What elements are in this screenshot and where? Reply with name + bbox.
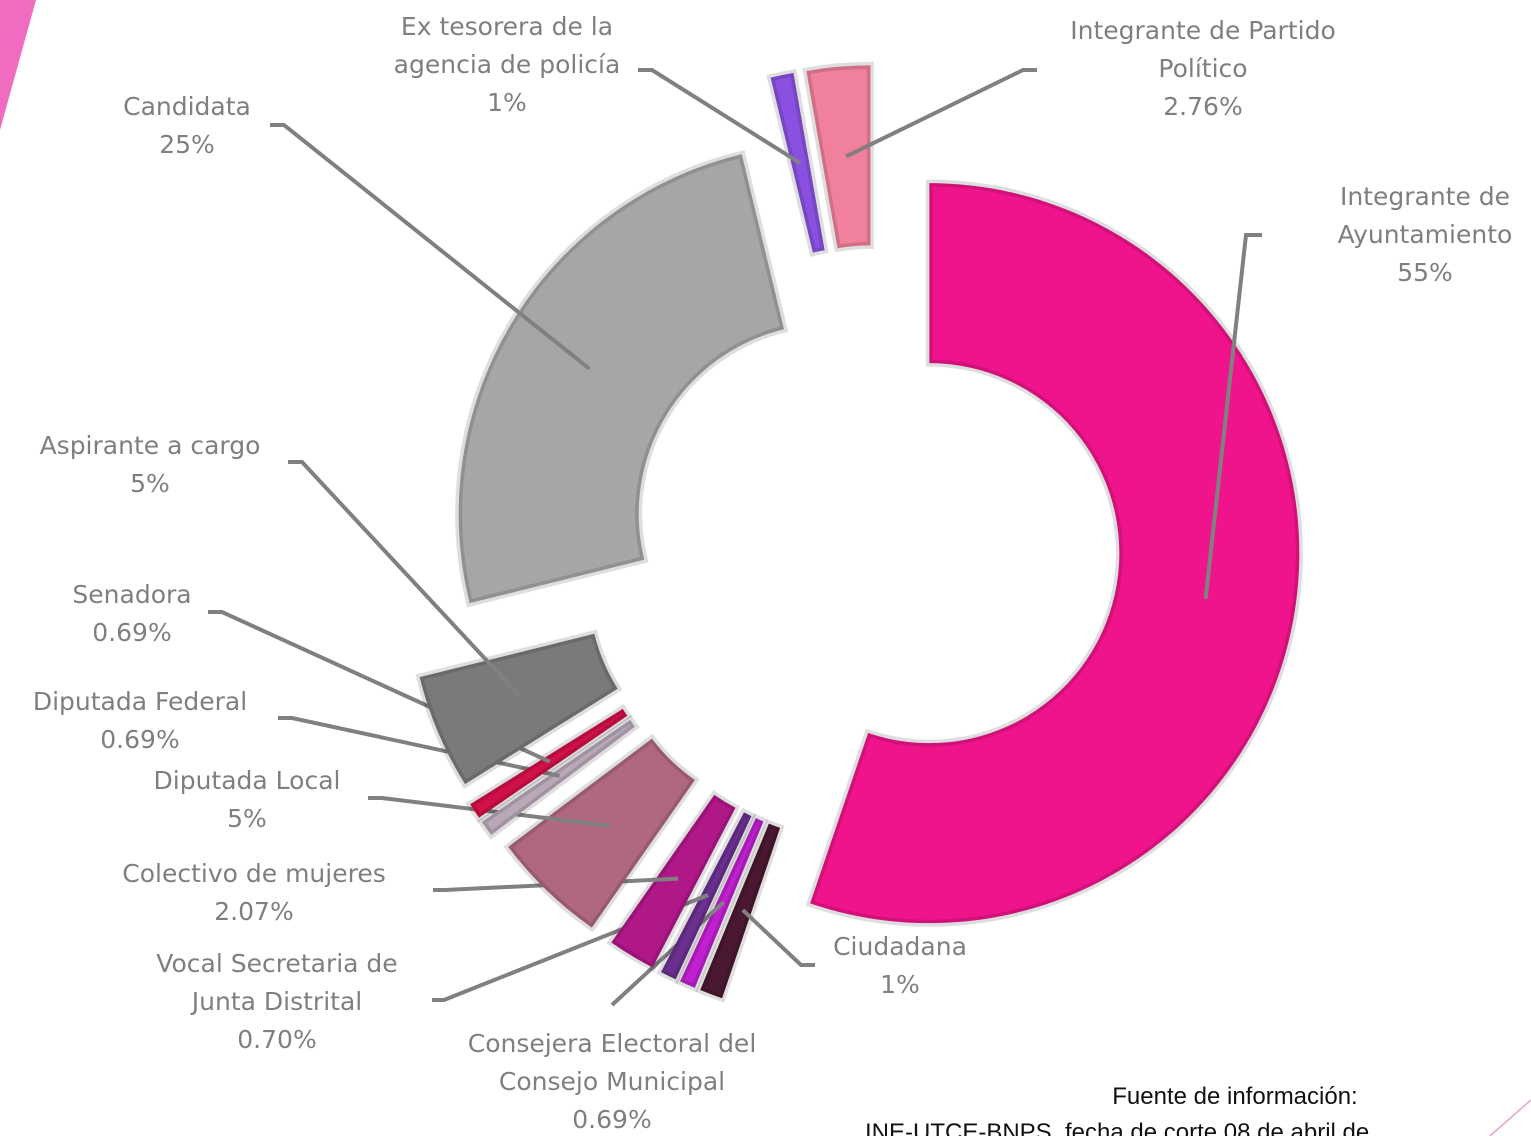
label-line: Junta Distrital xyxy=(190,987,362,1016)
segment-label: Colectivo de mujeres xyxy=(122,859,385,888)
label-line: Candidata xyxy=(123,92,251,121)
value-label: 1% xyxy=(880,970,920,999)
label-line: Integrante de xyxy=(1340,182,1510,211)
leader-line xyxy=(741,908,815,967)
segment-label: Candidata xyxy=(123,92,251,121)
donut-segment xyxy=(802,61,874,253)
label-line: Consejera Electoral del xyxy=(468,1029,757,1058)
source-text: INE-UTCE-BNPS, fecha de corte 08 de abri… xyxy=(865,1119,1369,1136)
value-label: 0.69% xyxy=(572,1105,651,1134)
segment-label: Integrante de Ayuntamiento xyxy=(1338,182,1513,249)
donut-segment xyxy=(503,733,700,933)
corner-decoration xyxy=(1489,1099,1531,1136)
donut-segment xyxy=(805,179,1303,927)
label-line: Ciudadana xyxy=(833,932,967,961)
leader-line xyxy=(270,123,591,371)
segment-label: Aspirante a cargo xyxy=(40,431,261,460)
label-line: agencia de policía xyxy=(394,50,621,79)
label-line: Senadora xyxy=(72,580,191,609)
segment-label: Senadora xyxy=(72,580,191,609)
segment-label: Diputada Federal xyxy=(33,687,247,716)
value-label: 0.69% xyxy=(100,725,179,754)
donut-segment xyxy=(606,790,741,973)
label-line: Colectivo de mujeres xyxy=(122,859,385,888)
segment-label: Diputada Local xyxy=(154,766,341,795)
segment-label: Vocal Secretaria de Junta Distrital xyxy=(156,949,397,1016)
segment-label: Consejera Electoral del Consejo Municipal xyxy=(468,1029,757,1096)
segment-label: Ex tesorera de la agencia de policía xyxy=(394,12,621,79)
value-label: 2.76% xyxy=(1163,92,1242,121)
label-line: Ayuntamiento xyxy=(1338,220,1513,249)
value-label: 55% xyxy=(1397,258,1453,287)
value-label: 25% xyxy=(159,130,215,159)
label-line: Vocal Secretaria de xyxy=(156,949,397,978)
donut-segment xyxy=(695,819,785,1003)
label-line: Diputada Federal xyxy=(33,687,247,716)
value-label: 0.69% xyxy=(92,618,171,647)
value-label: 5% xyxy=(130,469,170,498)
value-label: 2.07% xyxy=(214,897,293,926)
segment-label: Ciudadana xyxy=(833,932,967,961)
donut-segment xyxy=(415,629,623,789)
label-line: Integrante de Partido xyxy=(1070,16,1336,45)
donut-segment xyxy=(455,150,789,608)
label-line: Aspirante a cargo xyxy=(40,431,261,460)
value-label: 5% xyxy=(227,804,267,833)
leader-line xyxy=(845,68,1037,159)
label-line: Político xyxy=(1158,54,1247,83)
corner-decoration xyxy=(0,0,36,130)
leader-line xyxy=(610,900,725,1007)
value-label: 0.70% xyxy=(237,1025,316,1054)
segment-label: Integrante de Partido Político xyxy=(1070,16,1336,83)
label-line: Diputada Local xyxy=(154,766,341,795)
leader-line xyxy=(288,460,523,699)
label-line: Ex tesorera de la xyxy=(401,12,613,41)
source-title: Fuente de información: xyxy=(1112,1083,1357,1110)
leader-line xyxy=(368,796,610,828)
label-line: Consejo Municipal xyxy=(499,1067,725,1096)
leader-line xyxy=(638,68,802,165)
value-label: 1% xyxy=(487,88,527,117)
leader-line xyxy=(1203,233,1262,600)
leader-line xyxy=(432,893,709,1002)
